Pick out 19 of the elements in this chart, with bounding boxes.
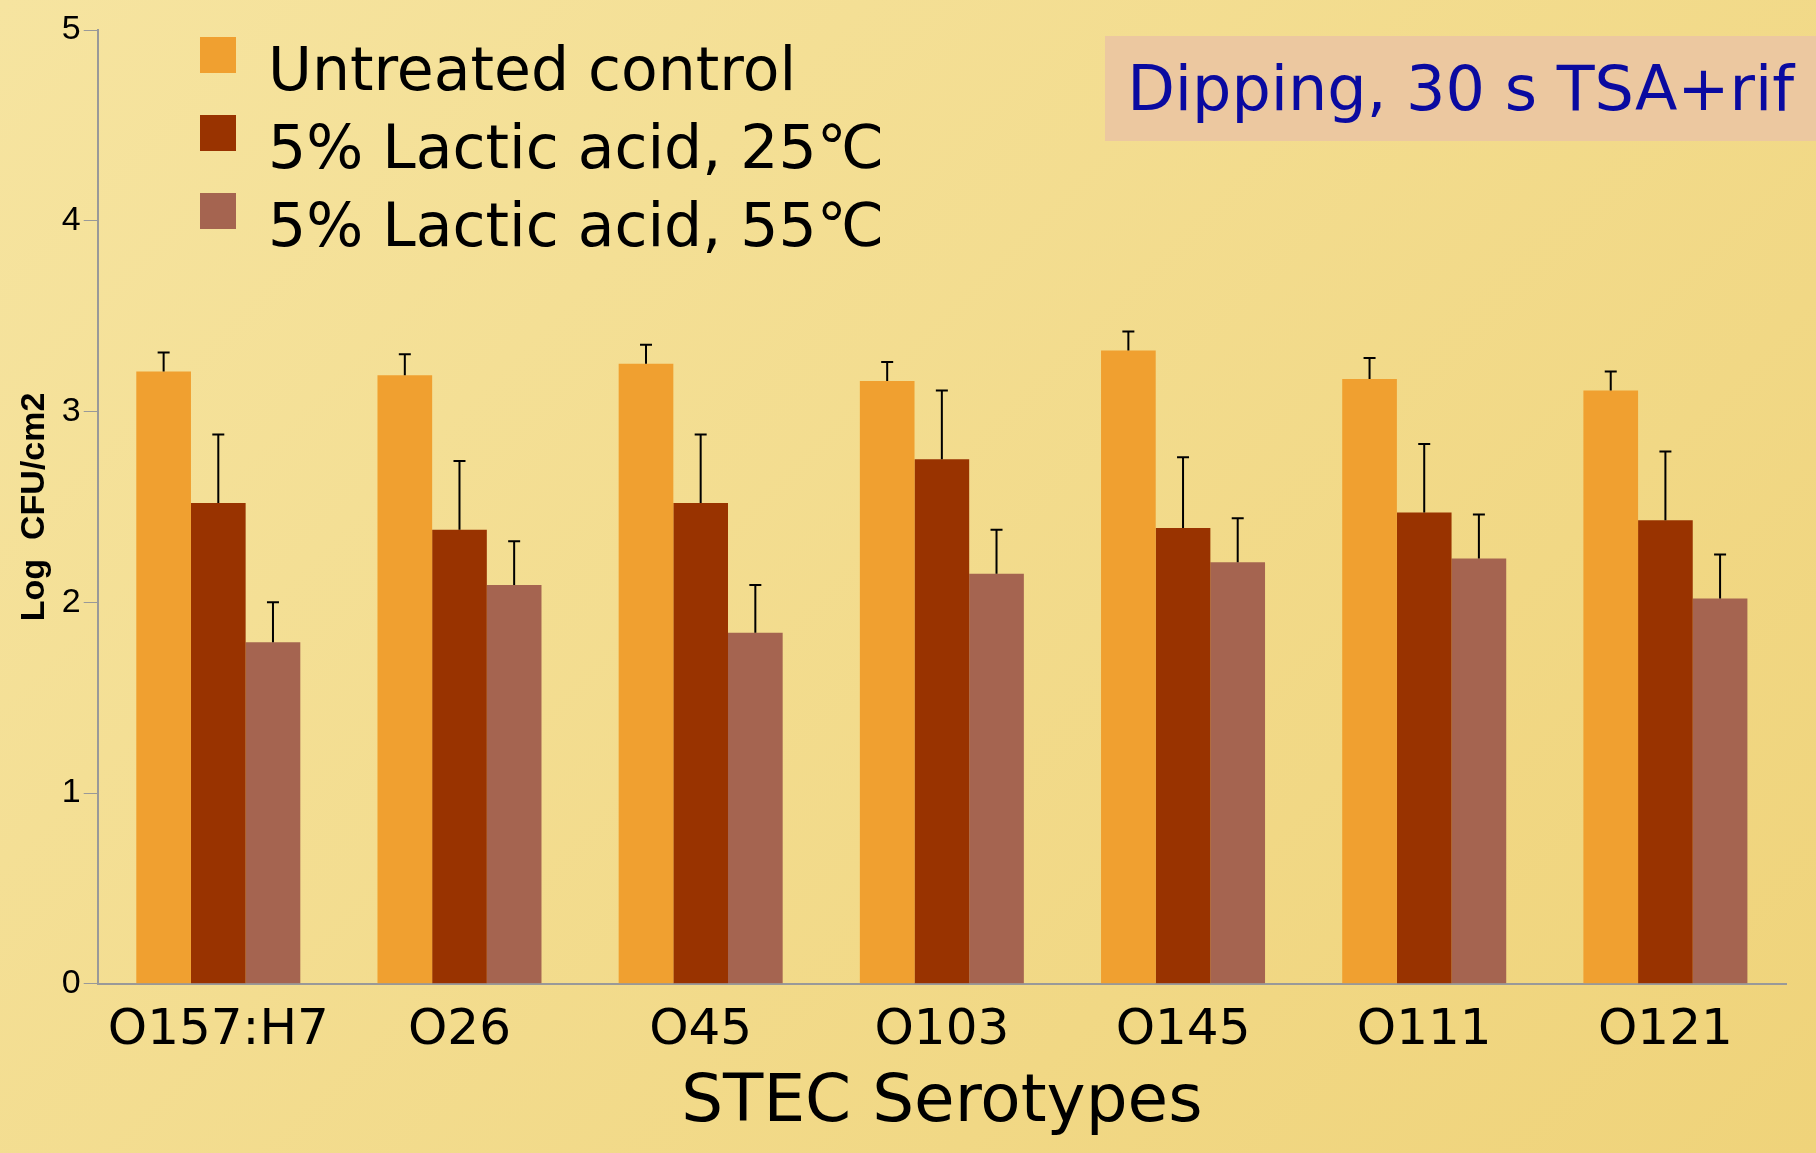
y-tick-label: 5: [61, 8, 81, 47]
x-tick-label: O157:H7: [107, 997, 329, 1056]
x-axis-title: STEC Serotypes: [681, 1059, 1203, 1137]
legend-label: 5% Lactic acid, 25℃: [268, 111, 885, 184]
x-tick-label: O103: [874, 997, 1010, 1056]
y-tick-label: 2: [61, 580, 81, 619]
x-tick-label: O45: [649, 997, 753, 1056]
legend-label: Untreated control: [268, 33, 797, 106]
y-tick-label: 1: [61, 771, 81, 810]
x-tick-label: O26: [407, 997, 511, 1056]
x-tick-label: O121: [1598, 997, 1733, 1056]
x-tick-label: O145: [1115, 997, 1251, 1056]
annotation: Dipping, 30 s TSA+rif: [1105, 36, 1816, 141]
y-axis-title: Log CFU/cm2: [12, 392, 51, 622]
y-tick-label: 0: [61, 962, 81, 1001]
y-tick-label: 4: [61, 199, 81, 238]
legend-label: 5% Lactic acid, 55℃: [268, 189, 885, 262]
x-tick-label: O111: [1356, 997, 1492, 1056]
y-tick-label: 3: [61, 389, 81, 428]
